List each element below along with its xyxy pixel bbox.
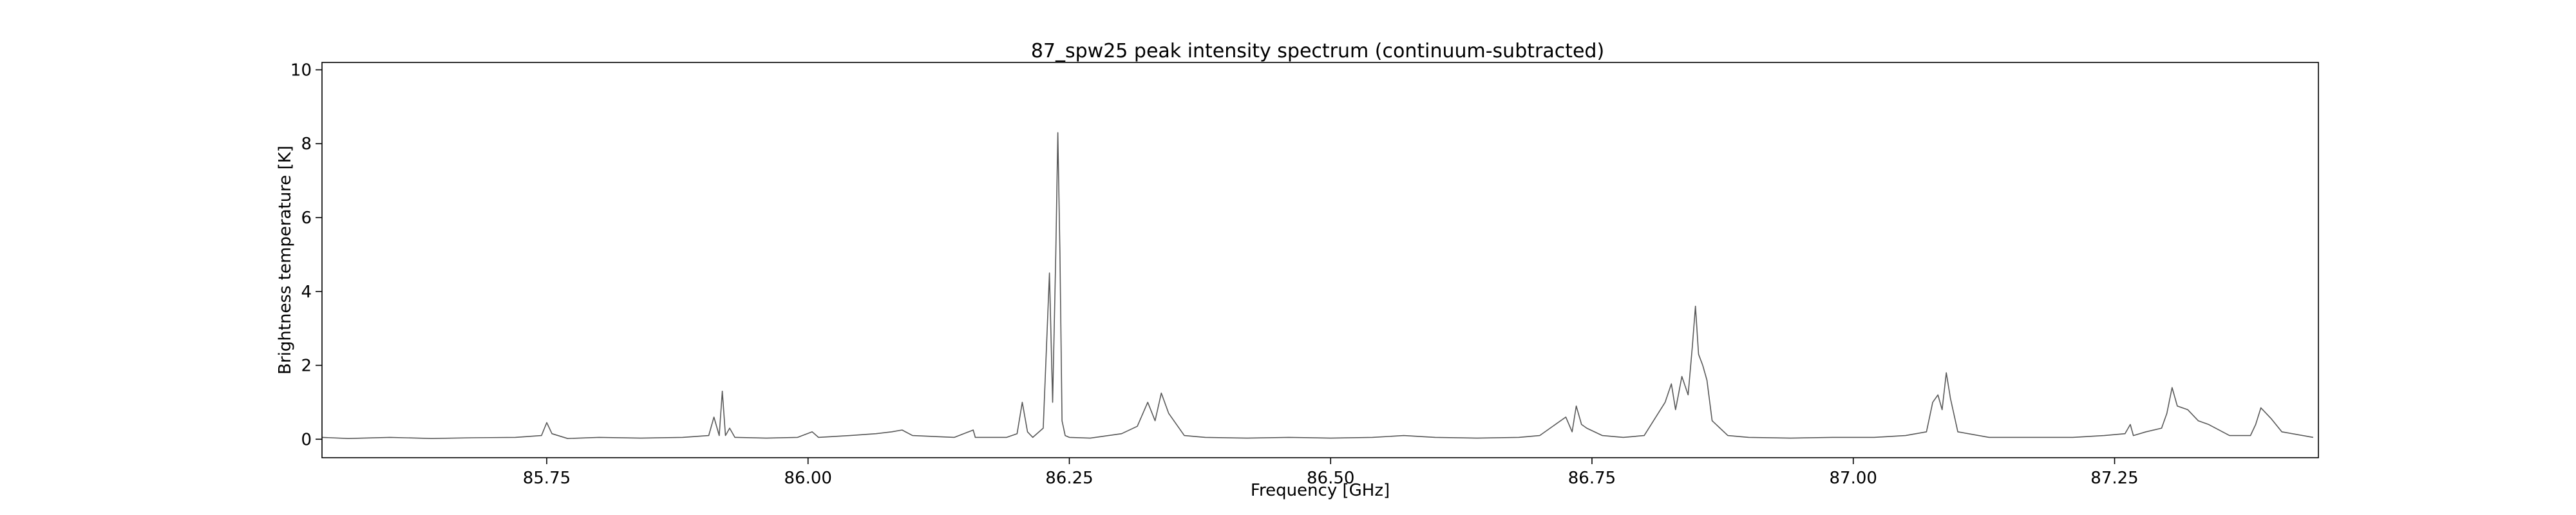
spectrum-line [322,132,2314,439]
x-tick-label: 86.75 [1568,469,1616,488]
y-tick-label: 0 [301,430,312,449]
y-tick-label: 6 [301,209,312,228]
y-tick-label: 4 [301,283,312,302]
plot-frame [321,62,2319,458]
y-tick-label: 2 [301,357,312,376]
y-tick-label: 8 [301,135,312,154]
y-tick-label: 10 [290,61,312,80]
x-tick-label: 87.25 [2090,469,2138,488]
chart-title: 87_spw25 peak intensity spectrum (contin… [1031,40,1604,62]
x-tick-label: 86.25 [1045,469,1093,488]
y-axis: 0 2 4 6 8 10 [290,61,322,449]
x-tick-label: 87.00 [1830,469,1877,488]
x-axis-label: Frequency [GHz] [1251,481,1390,500]
y-axis-label: Brightness temperature [K] [276,145,295,375]
x-tick-label: 86.50 [1307,469,1354,488]
x-axis: 85.75 86.00 86.25 86.50 86.75 87.00 87.25 [523,458,2139,488]
x-tick-label: 86.00 [784,469,831,488]
x-tick-label: 85.75 [523,469,571,488]
